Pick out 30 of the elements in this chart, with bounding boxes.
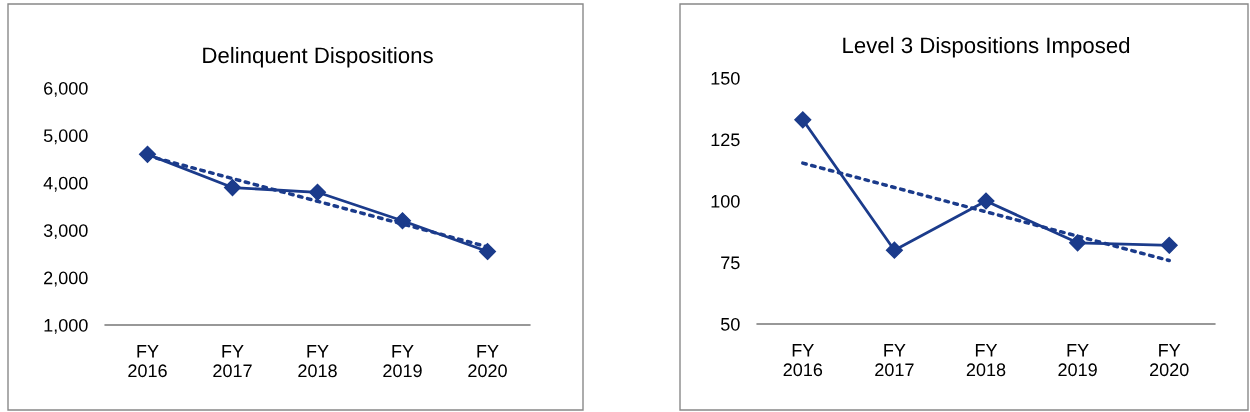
x-tick-label: FY 2020 [1150,344,1189,377]
x-tick-label: FY 2017 [213,345,252,378]
x-tick-label: FY 2019 [383,345,422,378]
chart-title: Delinquent Dispositions [203,46,433,68]
y-tick-label: 3,000 [43,224,88,240]
y-tick-label: 1,000 [44,318,88,334]
y-tick-label: 50 [720,317,740,331]
x-tick-label: FY 2020 [468,345,507,378]
y-tick-label: 2,000 [44,271,88,287]
y-tick-label: 75 [721,256,740,270]
point [223,178,242,197]
x-tick-label: FY 2018 [966,344,1006,377]
point [794,111,812,129]
point [1160,236,1178,254]
y-tick-label: 4,000 [43,176,88,192]
y-tick-label: 6,000 [44,81,88,97]
point [977,192,995,210]
x-tick-label: FY 2016 [128,345,167,378]
chart-title: Level 3 Dispositions Imposed [843,36,1130,58]
y-tick-label: 150 [711,71,740,85]
y-tick-label: 5,000 [43,129,88,145]
y-tick-label: 125 [711,133,740,147]
y-tick-label: 100 [711,194,740,208]
x-tick-label: FY 2017 [875,344,914,377]
x-tick-label: FY 2016 [783,344,823,377]
point [308,183,327,201]
point [1069,234,1087,252]
x-tick-label: FY 2019 [1058,344,1097,377]
point [885,241,903,259]
x-tick-label: FY 2018 [298,345,337,378]
